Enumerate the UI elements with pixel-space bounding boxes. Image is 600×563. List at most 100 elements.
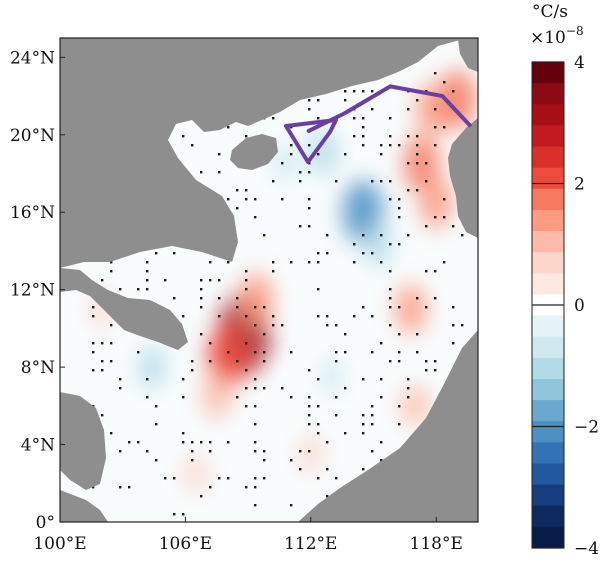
land-china bbox=[60, 38, 478, 268]
significance-dot bbox=[335, 180, 338, 183]
significance-dot bbox=[344, 333, 347, 336]
significance-dot bbox=[443, 81, 446, 84]
significance-dot bbox=[245, 198, 248, 201]
significance-dot bbox=[425, 225, 428, 228]
significance-dot bbox=[101, 279, 104, 282]
anomaly-blob-6 bbox=[239, 272, 274, 326]
colorbar-swatch bbox=[532, 62, 564, 84]
significance-dot bbox=[290, 351, 293, 354]
significance-dot bbox=[389, 180, 392, 183]
significance-dot bbox=[101, 342, 104, 345]
significance-dot bbox=[308, 144, 311, 147]
significance-dot bbox=[299, 171, 302, 174]
colorbar-swatch bbox=[532, 104, 564, 126]
significance-dot bbox=[425, 270, 428, 273]
colorbar-tick-label: −2 bbox=[574, 418, 599, 438]
significance-dot bbox=[254, 351, 257, 354]
significance-dot bbox=[209, 450, 212, 453]
significance-dot bbox=[353, 135, 356, 138]
significance-dot bbox=[389, 243, 392, 246]
significance-dot bbox=[380, 180, 383, 183]
significance-dot bbox=[245, 135, 248, 138]
significance-dot bbox=[326, 252, 329, 255]
colorbar-swatch bbox=[532, 484, 564, 507]
significance-dot bbox=[389, 297, 392, 300]
significance-dot bbox=[416, 351, 419, 354]
significance-dot bbox=[209, 486, 212, 489]
colorbar-swatch bbox=[532, 442, 564, 464]
significance-dot bbox=[245, 279, 248, 282]
significance-dot bbox=[434, 144, 437, 147]
significance-dot bbox=[326, 324, 329, 327]
land-taiwan bbox=[458, 38, 478, 72]
significance-dot bbox=[344, 351, 347, 354]
significance-dot bbox=[209, 261, 212, 264]
significance-dot bbox=[389, 324, 392, 327]
significance-dot bbox=[425, 162, 428, 165]
significance-dot bbox=[335, 396, 338, 399]
significance-dot bbox=[317, 153, 320, 156]
significance-dot bbox=[146, 450, 149, 453]
significance-dot bbox=[416, 153, 419, 156]
significance-dot bbox=[299, 450, 302, 453]
significance-dot bbox=[200, 297, 203, 300]
significance-dot bbox=[182, 513, 185, 516]
significance-dot bbox=[389, 360, 392, 363]
significance-dot bbox=[191, 360, 194, 363]
significance-dot bbox=[227, 477, 230, 480]
significance-dot bbox=[317, 252, 320, 255]
significance-dot bbox=[371, 423, 374, 426]
significance-dot bbox=[308, 198, 311, 201]
plot-frame bbox=[59, 37, 479, 523]
significance-dot bbox=[119, 486, 122, 489]
significance-dot bbox=[308, 423, 311, 426]
significance-dot bbox=[191, 144, 194, 147]
significance-dot bbox=[443, 126, 446, 129]
anomaly-field bbox=[89, 69, 477, 494]
significance-dot bbox=[389, 144, 392, 147]
significance-dot bbox=[452, 90, 455, 93]
significance-dot bbox=[92, 315, 95, 318]
anomaly-blob-7 bbox=[202, 373, 232, 420]
significance-dot bbox=[182, 432, 185, 435]
colorbar-swatch bbox=[532, 231, 564, 253]
significance-dot bbox=[173, 297, 176, 300]
y-axis: 0° 4°N 8°N 12°N 16°N 20°N 24°N bbox=[10, 48, 65, 533]
significance-dot bbox=[245, 270, 248, 273]
significance-dot bbox=[254, 477, 257, 480]
significance-dot bbox=[218, 279, 221, 282]
significance-dot bbox=[317, 315, 320, 318]
significance-dot bbox=[317, 405, 320, 408]
significance-dot bbox=[254, 450, 257, 453]
significance-dot bbox=[92, 342, 95, 345]
significance-dot bbox=[110, 432, 113, 435]
significance-dot bbox=[461, 234, 464, 237]
y-tick-label: 0° bbox=[36, 513, 55, 533]
significance-dot bbox=[128, 486, 131, 489]
significance-dot bbox=[146, 270, 149, 273]
significance-dot bbox=[371, 108, 374, 111]
significance-dot bbox=[326, 441, 329, 444]
significance-dot bbox=[317, 288, 320, 291]
colorbar-swatch bbox=[532, 273, 564, 295]
significance-dot bbox=[434, 297, 437, 300]
significance-dot bbox=[389, 288, 392, 291]
significance-dot bbox=[461, 324, 464, 327]
x-tick-label: 106°E bbox=[159, 534, 212, 554]
significance-dot bbox=[245, 342, 248, 345]
significance-dot bbox=[191, 369, 194, 372]
land-borneo bbox=[298, 330, 478, 522]
y-tick-label: 12°N bbox=[10, 281, 55, 301]
colorbar-swatch bbox=[532, 125, 564, 148]
significance-dot bbox=[362, 306, 365, 309]
significance-dot bbox=[209, 342, 212, 345]
significance-dot bbox=[245, 369, 248, 372]
colorbar-swatch bbox=[532, 336, 564, 359]
x-axis: 100°E 106°E 112°E 118°E bbox=[33, 517, 463, 554]
anomaly-blob-17 bbox=[183, 454, 209, 494]
significance-dot bbox=[362, 117, 365, 120]
significance-dot bbox=[254, 405, 257, 408]
significance-dot bbox=[416, 135, 419, 138]
colorbar-swatch bbox=[532, 167, 564, 190]
